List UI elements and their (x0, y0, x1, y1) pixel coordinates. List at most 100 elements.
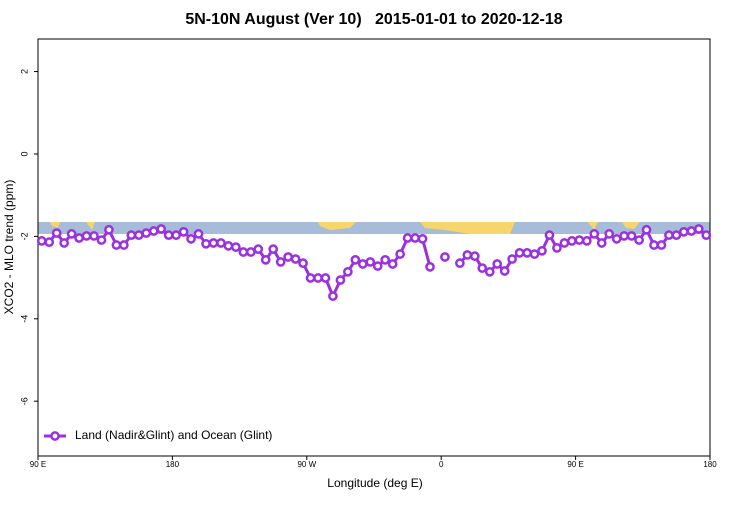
data-point (178, 226, 189, 237)
data-point (44, 237, 55, 247)
data-point (581, 236, 592, 246)
data-point (231, 242, 241, 252)
y-tick-label: -2 (19, 232, 29, 240)
data-point (679, 226, 689, 237)
data-point (275, 257, 286, 267)
data-point (507, 254, 517, 264)
y-tick-label: -4 (19, 315, 29, 323)
data-point (574, 235, 585, 245)
y-tick-label: 0 (19, 151, 29, 156)
data-point (89, 231, 99, 241)
data-point (163, 230, 174, 240)
data-point (537, 245, 547, 256)
data-point (455, 258, 465, 269)
data-point (365, 257, 376, 267)
data-point (96, 235, 107, 245)
data-point (693, 224, 704, 234)
x-tick-label: 180 (703, 460, 717, 469)
data-point (111, 240, 122, 250)
y-axis-label: XCO2 - MLO trend (ppm) (2, 180, 16, 315)
data-point (552, 243, 562, 253)
data-point (238, 247, 249, 257)
data-point (186, 233, 196, 244)
data-point (141, 228, 152, 238)
data-point (559, 238, 570, 248)
data-point (529, 249, 540, 259)
data-point (589, 229, 600, 239)
data-point (305, 273, 316, 283)
data-point (260, 255, 271, 265)
data-point (499, 266, 510, 276)
data-point (611, 233, 622, 244)
data-point (320, 273, 331, 283)
chart-title: 5N-10N August (Ver 10) 2015-01-01 to 202… (185, 11, 562, 28)
data-point (402, 233, 413, 243)
y-tick-label: -6 (19, 397, 29, 405)
data-point (193, 229, 204, 239)
data-point (59, 238, 69, 248)
x-tick-label: 90 W (297, 460, 316, 469)
data-point (619, 231, 629, 241)
data-point (425, 262, 435, 272)
data-point (522, 248, 532, 258)
data-point (634, 235, 644, 245)
data-point (148, 226, 159, 236)
data-point (567, 236, 577, 246)
data-point (156, 224, 167, 234)
legend-marker (50, 431, 60, 441)
data-point (372, 261, 383, 271)
data-point (357, 259, 368, 269)
data-point (290, 254, 301, 264)
data-point (335, 275, 346, 285)
data-point (484, 266, 495, 277)
data-point (686, 226, 697, 236)
data-point (395, 249, 405, 259)
data-point (223, 241, 234, 251)
map-strip (38, 222, 710, 234)
data-point (283, 252, 293, 262)
data-point (208, 238, 219, 248)
data-point (253, 244, 264, 254)
data-point (656, 240, 667, 250)
x-tick-label: 0 (439, 460, 444, 469)
legend-label: Land (Nadir&Glint) and Ocean (Glint) (75, 428, 272, 442)
data-point (649, 240, 659, 250)
data-point (596, 238, 607, 248)
data-point (604, 229, 615, 239)
data-point (343, 266, 353, 277)
data-point (216, 238, 226, 248)
data-point (171, 230, 181, 240)
data-point (350, 255, 361, 265)
data-point (119, 240, 129, 250)
data-point (514, 248, 525, 258)
data-point (313, 273, 323, 283)
data-point (126, 230, 137, 240)
x-axis-label: Longitude (deg E) (327, 476, 422, 490)
data-point (104, 224, 114, 235)
data-point (671, 230, 682, 240)
data-point (410, 233, 420, 243)
data-point (462, 250, 473, 260)
data-point (492, 259, 503, 269)
data-point (81, 231, 92, 241)
x-tick-label: 180 (166, 460, 180, 469)
data-point (245, 247, 256, 257)
y-tick-label: 2 (19, 69, 29, 74)
data-point (417, 233, 428, 244)
data-point (201, 238, 211, 249)
data-point (664, 230, 674, 240)
plot-frame (37, 38, 711, 457)
x-tick-label: 90 E (30, 460, 46, 469)
data-point (66, 229, 77, 239)
data-point (440, 252, 450, 262)
data-point (36, 236, 47, 246)
data-point (626, 231, 637, 241)
x-tick-label: 90 E (567, 460, 583, 469)
data-point (268, 244, 279, 254)
data-point (74, 233, 84, 243)
data-point (469, 251, 480, 262)
data-point (328, 291, 338, 301)
data-point (641, 224, 652, 235)
data-point (51, 228, 62, 238)
